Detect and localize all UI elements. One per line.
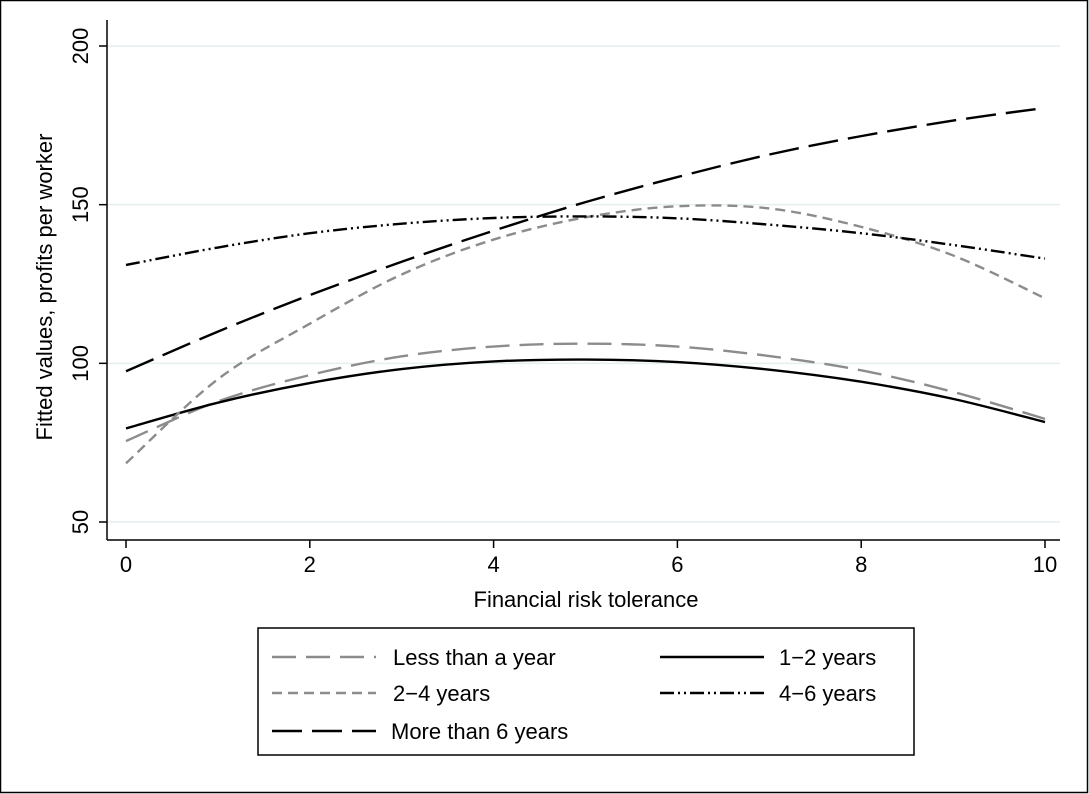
y-axis-title: Fitted values, profits per worker <box>32 134 57 441</box>
plot-area <box>107 20 1060 540</box>
x-tick-label-2: 4 <box>487 552 499 577</box>
y-tick-label-1: 100 <box>68 345 93 382</box>
legend-box <box>257 627 915 756</box>
x-tick-label-3: 6 <box>671 552 683 577</box>
x-axis-title: Financial risk tolerance <box>474 587 699 612</box>
x-axis-ticks: 0 2 4 6 8 10 <box>120 540 1057 577</box>
y-tick-label-2: 150 <box>68 186 93 223</box>
legend-items: Less than a year 1−2 years 2−4 years 4−6 ye… <box>272 645 876 744</box>
series-line-4 <box>125 106 1046 373</box>
series-line-2 <box>125 204 1046 465</box>
x-tick-label-0: 0 <box>120 552 132 577</box>
y-tick-label-0: 50 <box>68 510 93 534</box>
series-lines <box>125 106 1046 465</box>
series-line-0 <box>125 342 1046 443</box>
legend-label-1: 1−2 years <box>779 645 876 670</box>
legend: Less than a year 1−2 years 2−4 years 4−6 ye… <box>257 627 915 756</box>
y-axis-ticks: 50 100 150 200 <box>68 28 107 534</box>
series-line-1 <box>125 358 1046 430</box>
legend-label-2: 2−4 years <box>393 681 490 706</box>
legend-label-3: 4−6 years <box>779 681 876 706</box>
gridlines <box>107 45 1060 523</box>
x-tick-label-1: 2 <box>304 552 316 577</box>
x-tick-label-4: 8 <box>855 552 867 577</box>
x-tick-label-5: 10 <box>1033 552 1057 577</box>
legend-label-0: Less than a year <box>393 645 556 670</box>
legend-label-4: More than 6 years <box>391 719 568 744</box>
series-line-3 <box>125 215 1046 267</box>
y-tick-label-3: 200 <box>68 28 93 65</box>
